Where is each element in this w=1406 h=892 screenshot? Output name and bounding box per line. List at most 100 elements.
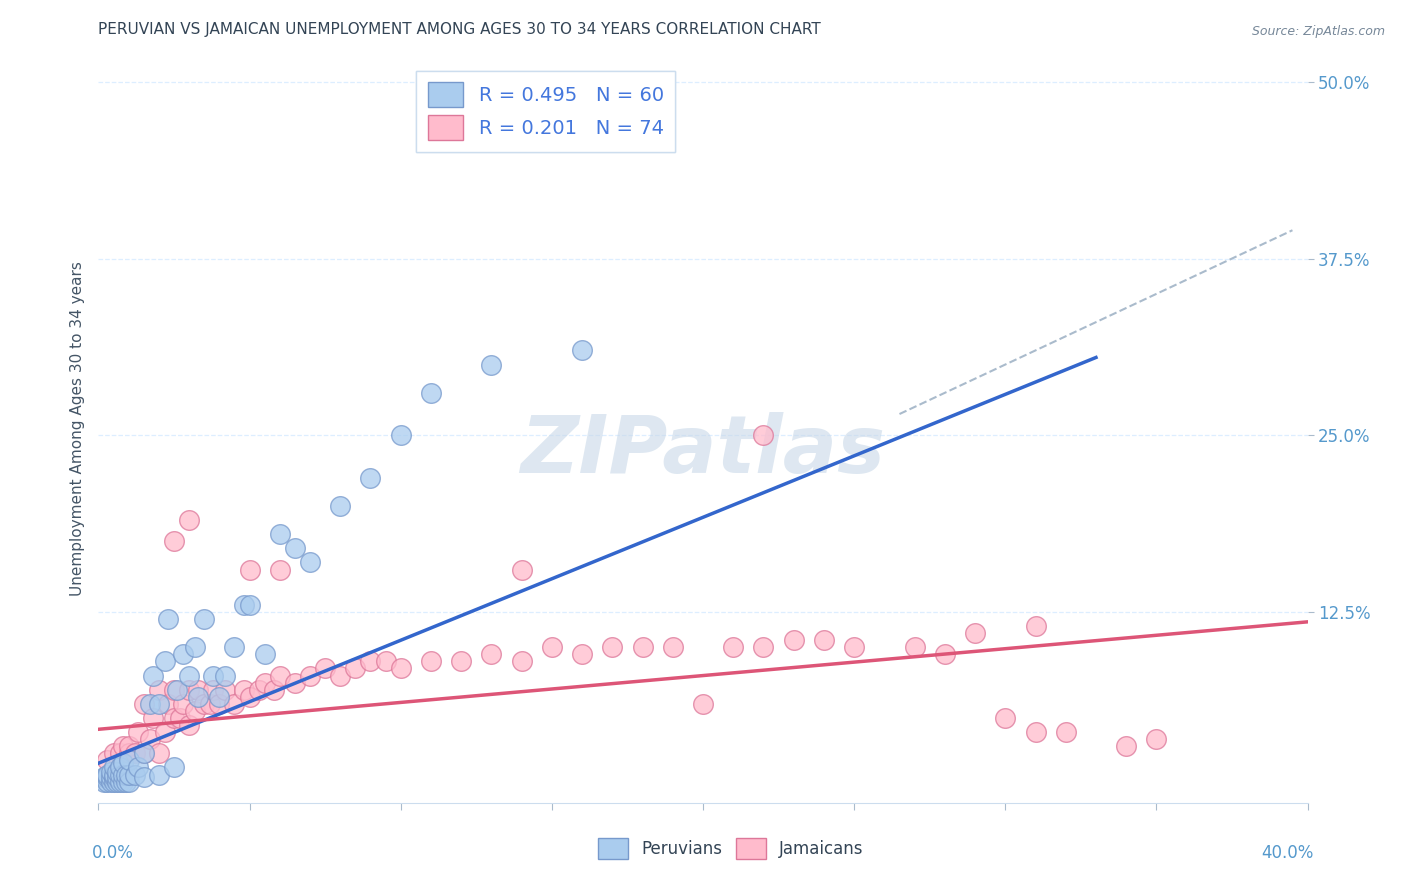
Point <box>202 668 225 682</box>
Point <box>111 756 134 771</box>
Point <box>172 697 194 711</box>
Point <box>481 648 503 662</box>
Point <box>184 704 207 718</box>
Point <box>374 655 396 669</box>
Point <box>148 747 170 761</box>
Point <box>224 697 246 711</box>
Point <box>163 534 186 549</box>
Point <box>166 682 188 697</box>
Point <box>239 598 262 612</box>
Point <box>108 760 131 774</box>
Point <box>247 682 270 697</box>
Point <box>105 774 128 789</box>
Point <box>153 725 176 739</box>
Legend: Peruvians, Jamaicans: Peruvians, Jamaicans <box>592 831 870 866</box>
Point <box>124 767 146 781</box>
Point <box>193 612 215 626</box>
Point <box>96 767 118 781</box>
Point <box>314 661 336 675</box>
Point <box>153 655 176 669</box>
Point <box>142 668 165 682</box>
Point <box>329 499 352 513</box>
Point <box>148 682 170 697</box>
Point <box>994 711 1017 725</box>
Point <box>1024 619 1046 633</box>
Point <box>344 661 367 675</box>
Point <box>100 764 122 779</box>
Point <box>187 682 209 697</box>
Point <box>631 640 654 655</box>
Point <box>179 718 201 732</box>
Point <box>118 747 141 761</box>
Point <box>96 774 118 789</box>
Point <box>200 697 222 711</box>
Point <box>103 767 125 781</box>
Point <box>132 747 155 761</box>
Point <box>179 682 201 697</box>
Point <box>661 640 683 655</box>
Point <box>692 697 714 711</box>
Point <box>111 739 134 754</box>
Point <box>253 648 276 662</box>
Point <box>232 598 254 612</box>
Point <box>108 774 131 789</box>
Point <box>269 527 291 541</box>
Point <box>232 682 254 697</box>
Point <box>156 612 179 626</box>
Point <box>163 760 186 774</box>
Point <box>108 747 131 761</box>
Point <box>329 668 352 682</box>
Point <box>156 697 179 711</box>
Point <box>1054 725 1077 739</box>
Point <box>284 541 307 556</box>
Point <box>179 513 201 527</box>
Point <box>179 668 201 682</box>
Point <box>253 675 276 690</box>
Point <box>93 774 115 789</box>
Point <box>132 770 155 784</box>
Point <box>284 675 307 690</box>
Point <box>132 697 155 711</box>
Point <box>510 655 533 669</box>
Point <box>510 562 533 576</box>
Point <box>647 117 669 131</box>
Point <box>163 711 186 725</box>
Point <box>100 770 122 784</box>
Point <box>103 760 125 774</box>
Point <box>263 682 285 697</box>
Point <box>269 668 291 682</box>
Point <box>752 428 775 442</box>
Point <box>127 725 149 739</box>
Point <box>118 739 141 754</box>
Point <box>208 690 231 704</box>
Point <box>202 682 225 697</box>
Point <box>934 648 956 662</box>
Point <box>239 690 262 704</box>
Point <box>139 697 162 711</box>
Point <box>118 753 141 767</box>
Point <box>139 732 162 747</box>
Point <box>965 626 987 640</box>
Point <box>105 770 128 784</box>
Point <box>602 640 624 655</box>
Point <box>224 640 246 655</box>
Point <box>111 767 134 781</box>
Point <box>904 640 927 655</box>
Point <box>571 648 593 662</box>
Point <box>1144 732 1167 747</box>
Point <box>163 682 186 697</box>
Point <box>360 470 382 484</box>
Text: Source: ZipAtlas.com: Source: ZipAtlas.com <box>1251 25 1385 38</box>
Point <box>127 760 149 774</box>
Point <box>118 767 141 781</box>
Point <box>813 633 835 648</box>
Text: 0.0%: 0.0% <box>93 844 134 862</box>
Point <box>100 774 122 789</box>
Point <box>111 774 134 789</box>
Text: 40.0%: 40.0% <box>1261 844 1313 862</box>
Point <box>420 655 443 669</box>
Point <box>844 640 866 655</box>
Point <box>214 682 236 697</box>
Point <box>187 690 209 704</box>
Point <box>389 428 412 442</box>
